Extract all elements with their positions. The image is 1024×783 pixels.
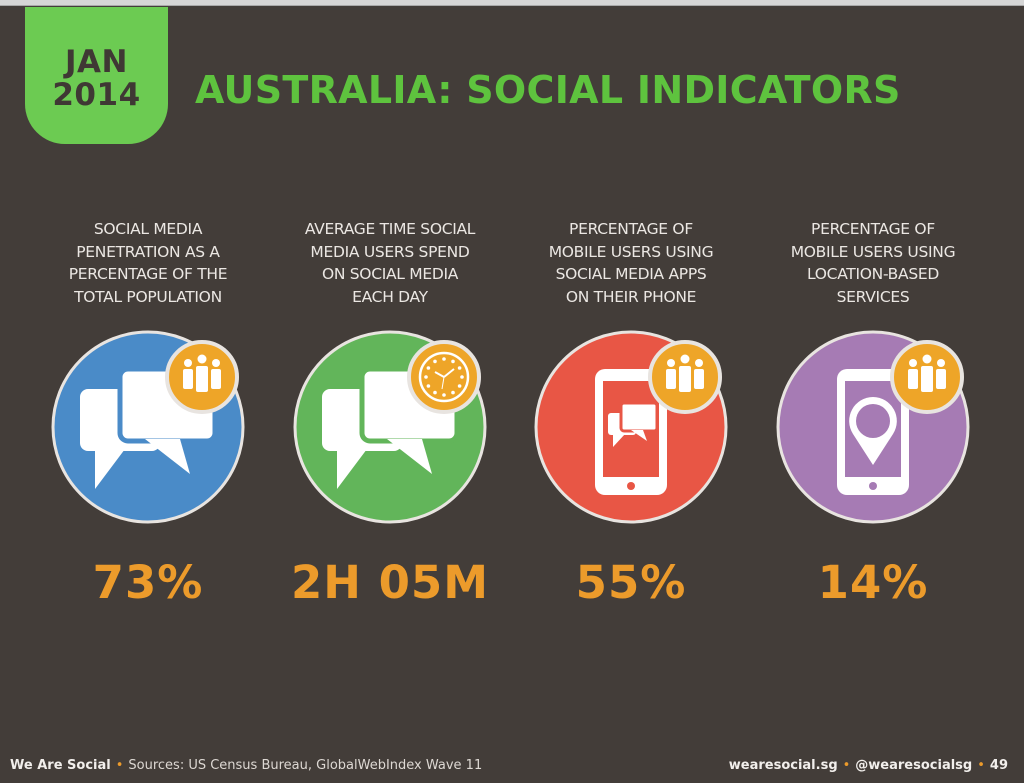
footer-sources: Sources: US Census Bureau, GlobalWebInde… [128, 758, 483, 773]
indicator-description: AVERAGE TIME SOCIAL MEDIA USERS SPEND ON… [275, 218, 505, 310]
page-number: 49 [989, 758, 1008, 773]
indicator-location-services: PERCENTAGE OF MOBILE USERS USING LOCATIO… [758, 218, 988, 609]
chat-bubbles-icon [292, 329, 488, 525]
desc-line: MEDIA USERS SPEND [310, 242, 470, 261]
indicator-value: 2H 05M [290, 556, 490, 609]
desc-line: ON THEIR PHONE [565, 287, 697, 306]
desc-line: PENETRATION AS A [76, 242, 220, 261]
people-icon [165, 340, 239, 414]
indicator-description: PERCENTAGE OF MOBILE USERS USING LOCATIO… [758, 218, 988, 310]
separator-dot: • [842, 758, 851, 773]
desc-line: MOBILE USERS USING [790, 242, 956, 261]
desc-line: MOBILE USERS USING [548, 242, 714, 261]
desc-line: SERVICES [836, 287, 910, 306]
page-title: AUSTRALIA: SOCIAL INDICATORS [195, 68, 901, 112]
footer-website: wearesocial.sg [728, 758, 838, 773]
indicator-description: SOCIAL MEDIA PENETRATION AS A PERCENTAGE… [33, 218, 263, 310]
indicator-social-penetration: SOCIAL MEDIA PENETRATION AS A PERCENTAGE… [33, 218, 263, 609]
indicator-value: 73% [92, 556, 204, 609]
badge-month: JAN [65, 43, 128, 80]
footer-right: wearesocial.sg • @wearesocialsg • 49 [729, 758, 1008, 773]
window-top-strip [0, 0, 1024, 6]
badge-year: 2014 [52, 76, 141, 113]
footer-brand: We Are Social [10, 758, 111, 773]
desc-line: PERCENTAGE OF [569, 220, 693, 238]
desc-line: ON SOCIAL MEDIA [321, 265, 459, 283]
people-icon [890, 340, 964, 414]
indicator-description: PERCENTAGE OF MOBILE USERS USING SOCIAL … [516, 218, 746, 310]
phone-chat-icon [533, 329, 729, 525]
desc-line: LOCATION-BASED [807, 265, 939, 283]
chat-bubbles-icon [50, 329, 246, 525]
indicator-mobile-social-apps: PERCENTAGE OF MOBILE USERS USING SOCIAL … [516, 218, 746, 609]
desc-line: SOCIAL MEDIA [93, 220, 203, 238]
people-icon [648, 340, 722, 414]
indicator-value: 55% [575, 556, 687, 609]
desc-line: AVERAGE TIME SOCIAL [304, 220, 476, 238]
desc-line: TOTAL POPULATION [74, 287, 222, 306]
date-badge: JAN 2014 [25, 7, 168, 144]
clock-icon [407, 340, 481, 414]
footer-handle: @wearesocialsg [855, 758, 973, 773]
indicator-average-time: AVERAGE TIME SOCIAL MEDIA USERS SPEND ON… [275, 218, 505, 609]
desc-line: EACH DAY [352, 287, 428, 306]
separator-dot: • [977, 758, 985, 773]
footer-left: We Are Social • Sources: US Census Bureau,… [10, 758, 482, 773]
desc-line: PERCENTAGE OF [811, 220, 935, 238]
desc-line: SOCIAL MEDIA APPS [555, 265, 707, 283]
separator-dot: • [115, 758, 124, 773]
phone-location-pin-icon [775, 329, 971, 525]
indicator-value: 14% [817, 556, 929, 609]
desc-line: PERCENTAGE OF THE [68, 265, 228, 283]
